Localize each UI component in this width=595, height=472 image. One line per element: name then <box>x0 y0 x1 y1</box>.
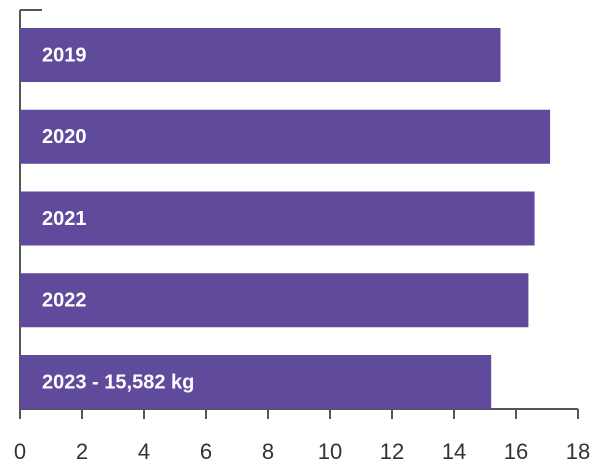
bar <box>20 191 535 246</box>
x-tick-label: 6 <box>200 439 212 464</box>
bar <box>20 109 551 164</box>
bar <box>20 273 529 328</box>
bar-label: 2020 <box>42 126 87 148</box>
bar-label: 2021 <box>42 208 87 230</box>
x-tick-label: 8 <box>262 439 274 464</box>
bar <box>20 28 501 82</box>
bar-label: 2022 <box>42 290 87 312</box>
bar-label: 2019 <box>42 44 87 66</box>
x-tick-label: 2 <box>76 439 88 464</box>
x-tick-label: 16 <box>504 439 528 464</box>
x-tick-label: 14 <box>442 439 466 464</box>
x-tick-label: 12 <box>380 439 404 464</box>
bar <box>20 355 492 409</box>
x-tick-label: 4 <box>138 439 150 464</box>
x-tick-label: 0 <box>14 439 26 464</box>
bar-label: 2023 - 15,582 kg <box>42 371 194 393</box>
x-tick-label: 10 <box>318 439 342 464</box>
x-tick-label: 18 <box>566 439 590 464</box>
